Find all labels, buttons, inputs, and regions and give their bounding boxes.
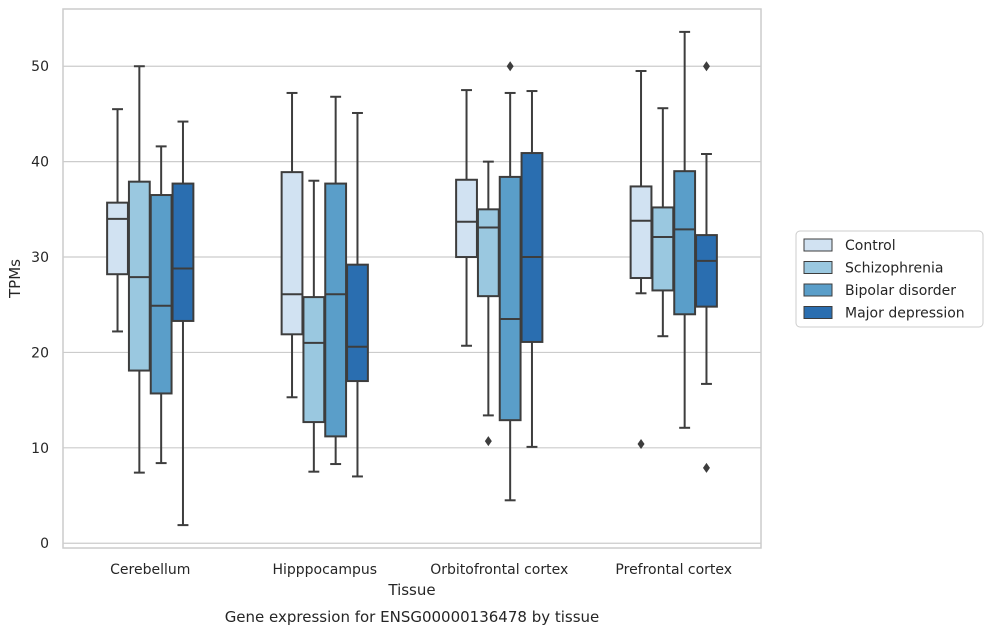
box [302, 179, 326, 473]
outlier-point [484, 436, 492, 447]
legend-label: Control [845, 238, 896, 254]
box-body [324, 182, 348, 438]
box-body [629, 185, 653, 280]
x-tick-label: Prefrontal cortex [615, 562, 732, 578]
legend-frame [795, 230, 984, 328]
y-tick-label: 30 [31, 250, 49, 266]
box [280, 91, 304, 399]
chart-title: Gene expression for ENSG00000136478 by t… [225, 608, 600, 626]
y-axis-label: TPMs [6, 259, 24, 299]
box [106, 108, 129, 333]
legend-swatch [803, 261, 833, 274]
box [324, 95, 348, 466]
y-tick-label: 50 [31, 59, 49, 75]
box-body [302, 296, 326, 424]
box [695, 61, 718, 473]
box-series [106, 30, 718, 527]
legend-label: Major depression [845, 306, 965, 322]
legend-swatch [803, 283, 833, 297]
box-body [673, 170, 697, 316]
y-tick-label: 20 [31, 345, 49, 361]
x-axis-label: Tissue [387, 581, 435, 599]
y-tick-label: 40 [31, 155, 49, 171]
outlier-point [702, 61, 710, 72]
y-tick-label: 0 [40, 536, 49, 552]
box-body [520, 152, 544, 343]
box [651, 107, 675, 338]
legend-swatch [803, 306, 833, 319]
x-tick-label: Hipppocampus [272, 562, 377, 578]
box-body [106, 201, 129, 276]
box-body [651, 206, 675, 292]
box-body [171, 182, 195, 322]
legend-label: Bipolar disorder [845, 283, 956, 299]
x-tick-label: Orbitofrontal cortex [430, 562, 568, 578]
box-body [455, 178, 478, 259]
plot-frame [62, 8, 762, 549]
box [673, 30, 697, 429]
box-body [476, 208, 500, 298]
x-tick-label: Cerebellum [110, 562, 190, 578]
box [629, 70, 653, 450]
box [455, 89, 478, 347]
legend: Control Schizophrenia Bipolar disorder Majo… [795, 230, 984, 328]
box [149, 145, 173, 465]
box [520, 90, 544, 448]
box-body [695, 234, 718, 308]
box-body [346, 263, 369, 383]
outlier-point [702, 462, 710, 473]
x-axis-ticks: Cerebellum Hipppocampus Orbitofrontal cort… [110, 562, 732, 578]
box-body [149, 194, 173, 395]
box [127, 65, 151, 474]
outlier-point [506, 61, 514, 72]
box-body [280, 171, 304, 336]
box [171, 120, 195, 527]
legend-swatch [803, 238, 833, 252]
legend-label: Schizophrenia [845, 261, 943, 277]
box [498, 61, 522, 502]
y-tick-label: 10 [31, 441, 49, 457]
outlier-point [637, 439, 645, 450]
box [476, 160, 500, 447]
y-axis-ticks: 0 10 20 30 40 50 [31, 59, 49, 552]
box-body [498, 175, 522, 422]
box [346, 111, 369, 478]
